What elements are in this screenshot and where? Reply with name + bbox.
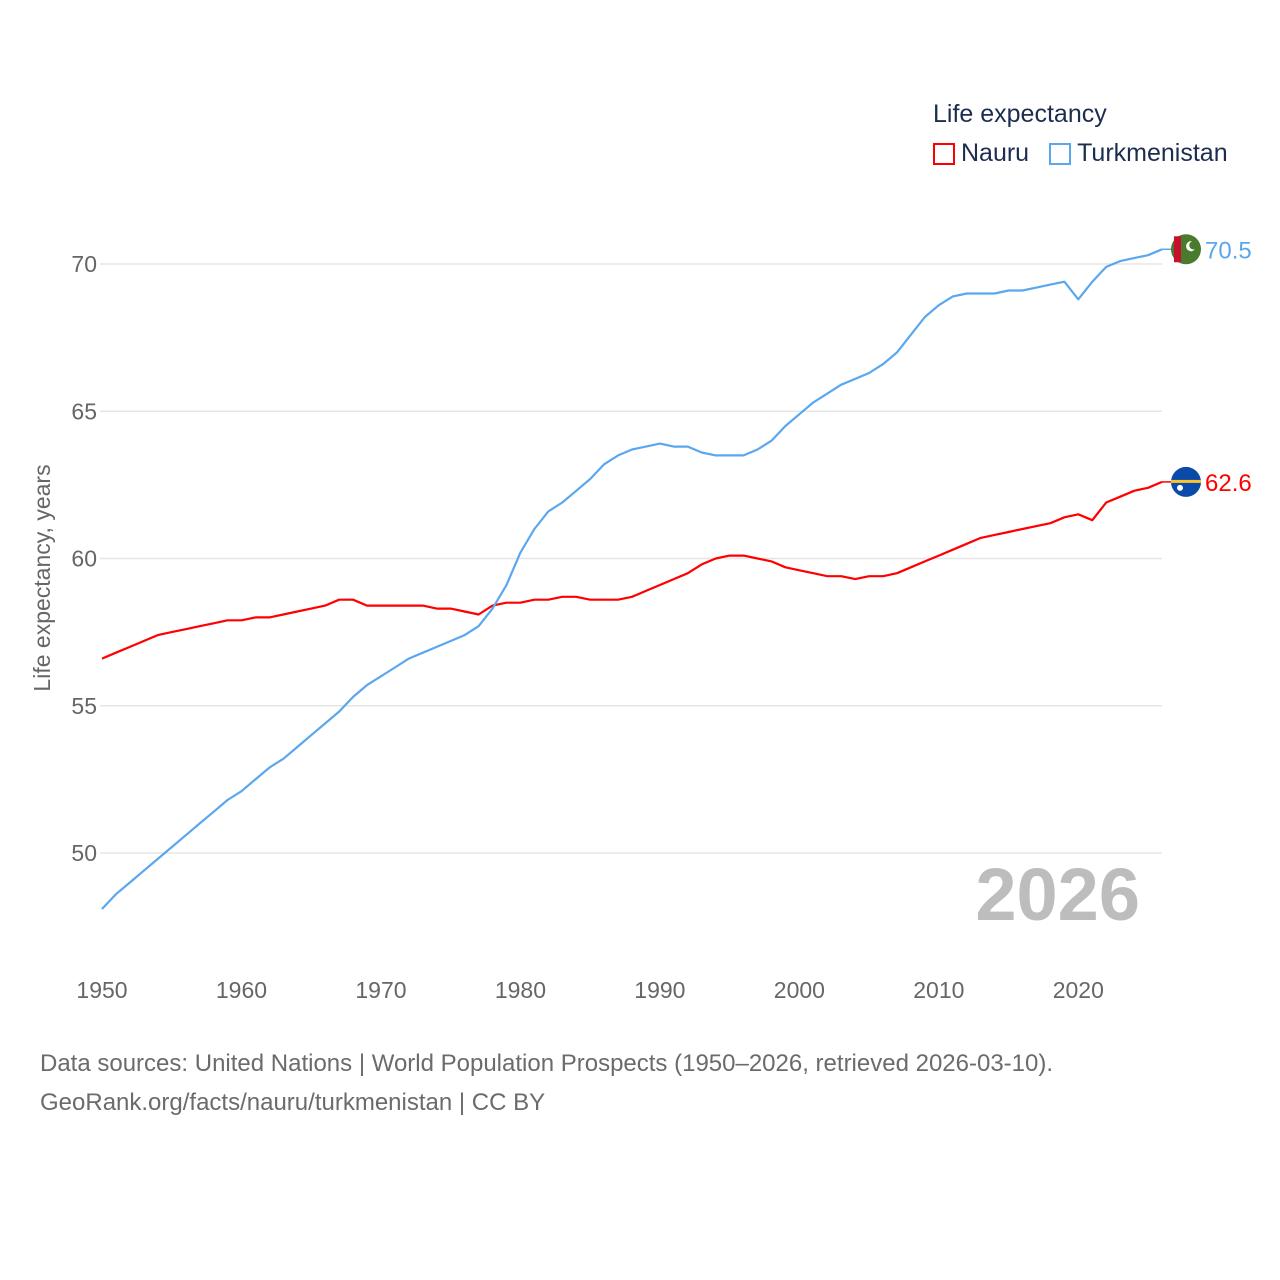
legend-label-nauru: Nauru bbox=[961, 139, 1030, 167]
y-axis-title: Life expectancy, years bbox=[29, 464, 55, 691]
footer: Data sources: United Nations | World Pop… bbox=[40, 1044, 1053, 1122]
series-line-turkmenistan bbox=[101, 248, 1163, 910]
legend-swatch-turkmenistan bbox=[1049, 142, 1072, 165]
x-tick-label: 1980 bbox=[495, 977, 546, 1003]
x-tick-label: 1990 bbox=[634, 977, 685, 1003]
flag-band bbox=[1174, 236, 1181, 263]
end-value-label: 70.5 bbox=[1205, 237, 1252, 264]
watermark-year: 2026 bbox=[975, 853, 1140, 936]
x-tick-label: 2020 bbox=[1053, 977, 1104, 1003]
x-tick-label: 1960 bbox=[216, 977, 267, 1003]
x-tick-label: 2010 bbox=[913, 977, 964, 1003]
legend: Life expectancy Nauru Turkmenistan bbox=[933, 100, 1242, 168]
series-line-nauru bbox=[101, 480, 1163, 660]
y-tick-label: 70 bbox=[71, 251, 97, 277]
x-tick-label: 1970 bbox=[355, 977, 406, 1003]
legend-title: Life expectancy bbox=[933, 100, 1107, 128]
nauru-flag-icon bbox=[1171, 466, 1201, 497]
legend-item-nauru[interactable]: Nauru bbox=[933, 139, 1029, 168]
y-tick-label: 60 bbox=[71, 546, 97, 572]
y-tick-label: 65 bbox=[71, 398, 97, 424]
y-tick-label: 55 bbox=[71, 693, 97, 719]
flag-crescent bbox=[1186, 241, 1195, 252]
end-value-label: 62.6 bbox=[1205, 470, 1252, 497]
flag-star bbox=[1177, 484, 1183, 491]
legend-item-turkmenistan[interactable]: Turkmenistan bbox=[1049, 139, 1228, 168]
legend-label-turkmenistan: Turkmenistan bbox=[1077, 139, 1228, 167]
turkmenistan-flag-icon bbox=[1171, 234, 1201, 265]
x-tick-label: 1950 bbox=[76, 977, 127, 1003]
data-source-text: Data sources: United Nations | World Pop… bbox=[40, 1050, 1054, 1077]
source-url-text: GeoRank.org/facts/nauru/turkmenistan | C… bbox=[40, 1089, 546, 1116]
x-tick-label: 2000 bbox=[774, 977, 825, 1003]
y-tick-label: 50 bbox=[71, 840, 97, 866]
legend-swatch-nauru bbox=[933, 142, 955, 165]
flag-stripe bbox=[1171, 479, 1201, 483]
